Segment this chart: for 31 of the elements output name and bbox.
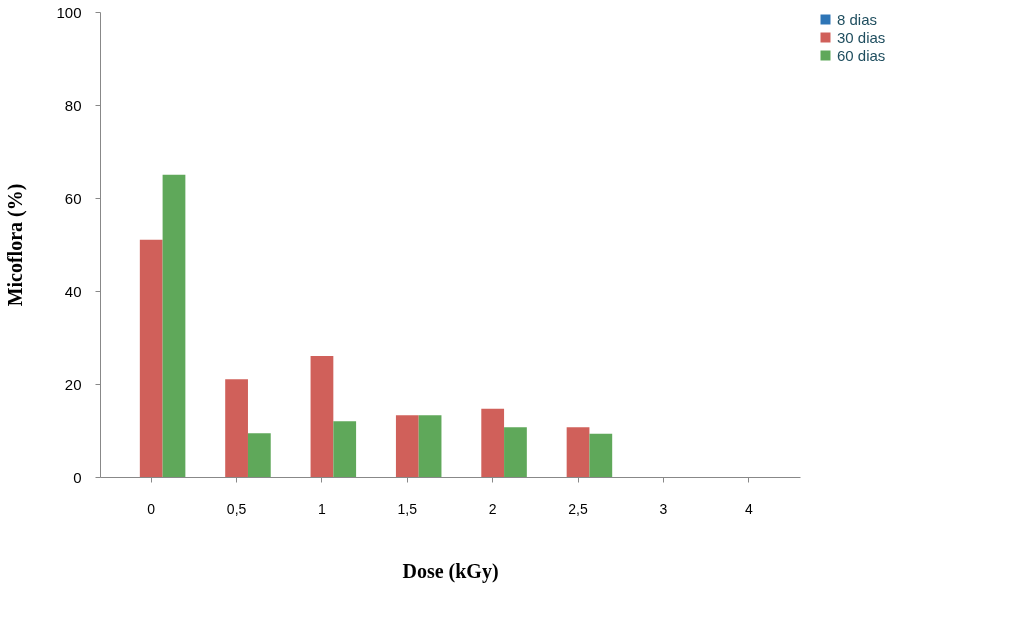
x-tick-label: 1,5 bbox=[397, 500, 418, 517]
bar bbox=[333, 421, 357, 477]
legend-label: 30 dias bbox=[837, 28, 886, 46]
x-tick-label: 4 bbox=[744, 500, 753, 517]
x-axis-title: Dose (kGy) bbox=[402, 559, 499, 583]
bar bbox=[225, 379, 248, 477]
bar bbox=[566, 427, 590, 477]
x-tick-label: 2,5 bbox=[568, 500, 588, 517]
x-tick-label: 3 bbox=[659, 500, 668, 517]
bar bbox=[247, 433, 271, 477]
y-tick-label: 80 bbox=[64, 96, 82, 114]
bar bbox=[395, 415, 419, 477]
bar bbox=[504, 427, 527, 477]
y-tick-label: 20 bbox=[64, 375, 82, 393]
x-tick-label: 0,5 bbox=[226, 500, 247, 517]
x-tick-label: 1 bbox=[318, 500, 327, 517]
x-tick-label: 0 bbox=[147, 500, 156, 517]
bar bbox=[162, 174, 186, 477]
y-tick-label: 100 bbox=[56, 3, 82, 21]
y-tick-label: 0 bbox=[73, 468, 82, 486]
bar bbox=[310, 356, 334, 477]
bar bbox=[481, 408, 505, 477]
y-axis-title: Micoflora (%) bbox=[4, 183, 28, 307]
bar bbox=[418, 415, 442, 477]
y-tick-label: 60 bbox=[64, 189, 82, 207]
x-tick-label: 2 bbox=[488, 500, 497, 517]
y-tick-label: 40 bbox=[64, 282, 82, 300]
legend-label: 60 dias bbox=[837, 46, 886, 64]
legend-label: 8 dias bbox=[837, 10, 878, 28]
bar bbox=[139, 239, 163, 477]
bar bbox=[589, 433, 613, 477]
